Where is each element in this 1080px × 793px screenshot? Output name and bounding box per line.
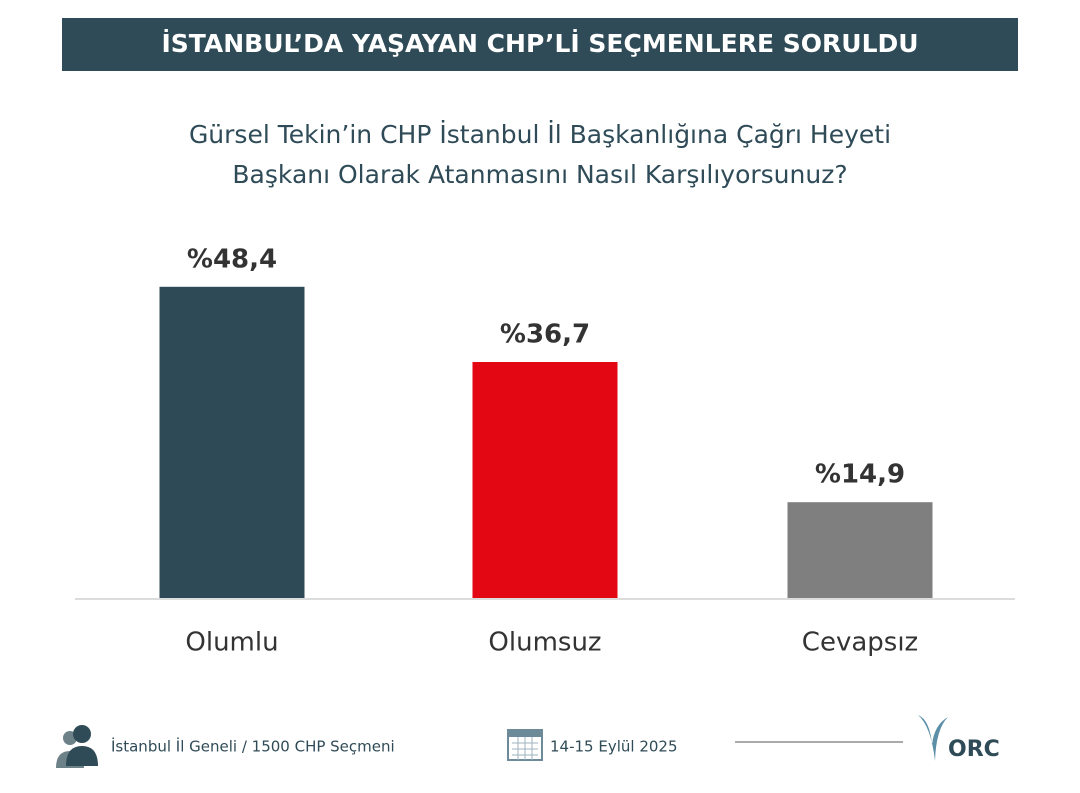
logo: ORC <box>948 737 1000 762</box>
subtitle: Gürsel Tekin’in CHP İstanbul İl Başkanlı… <box>189 120 891 149</box>
x-tick-label: Olumlu <box>185 628 278 658</box>
value-label: %36,7 <box>500 320 590 350</box>
footer-date: 14-15 Eylül 2025 <box>550 738 678 756</box>
value-label: %14,9 <box>815 460 905 490</box>
bar <box>159 286 305 598</box>
chart-title: İSTANBUL’DA YAŞAYAN CHP’Lİ SEÇMENLERE SO… <box>161 28 918 58</box>
x-tick-label: Olumsuz <box>488 628 601 658</box>
subtitle: Başkanı Olarak Atanmasını Nasıl Karşılıy… <box>232 160 847 189</box>
people-icon <box>56 725 98 768</box>
logo-mark <box>918 715 948 761</box>
value-label: %48,4 <box>187 244 277 274</box>
footer-sample: İstanbul İl Geneli / 1500 CHP Seçmeni <box>111 737 395 756</box>
bar <box>472 362 618 598</box>
calendar-icon <box>507 729 543 761</box>
title-bar <box>62 18 1018 71</box>
bar <box>787 502 933 598</box>
x-tick-label: Cevapsız <box>802 628 918 658</box>
